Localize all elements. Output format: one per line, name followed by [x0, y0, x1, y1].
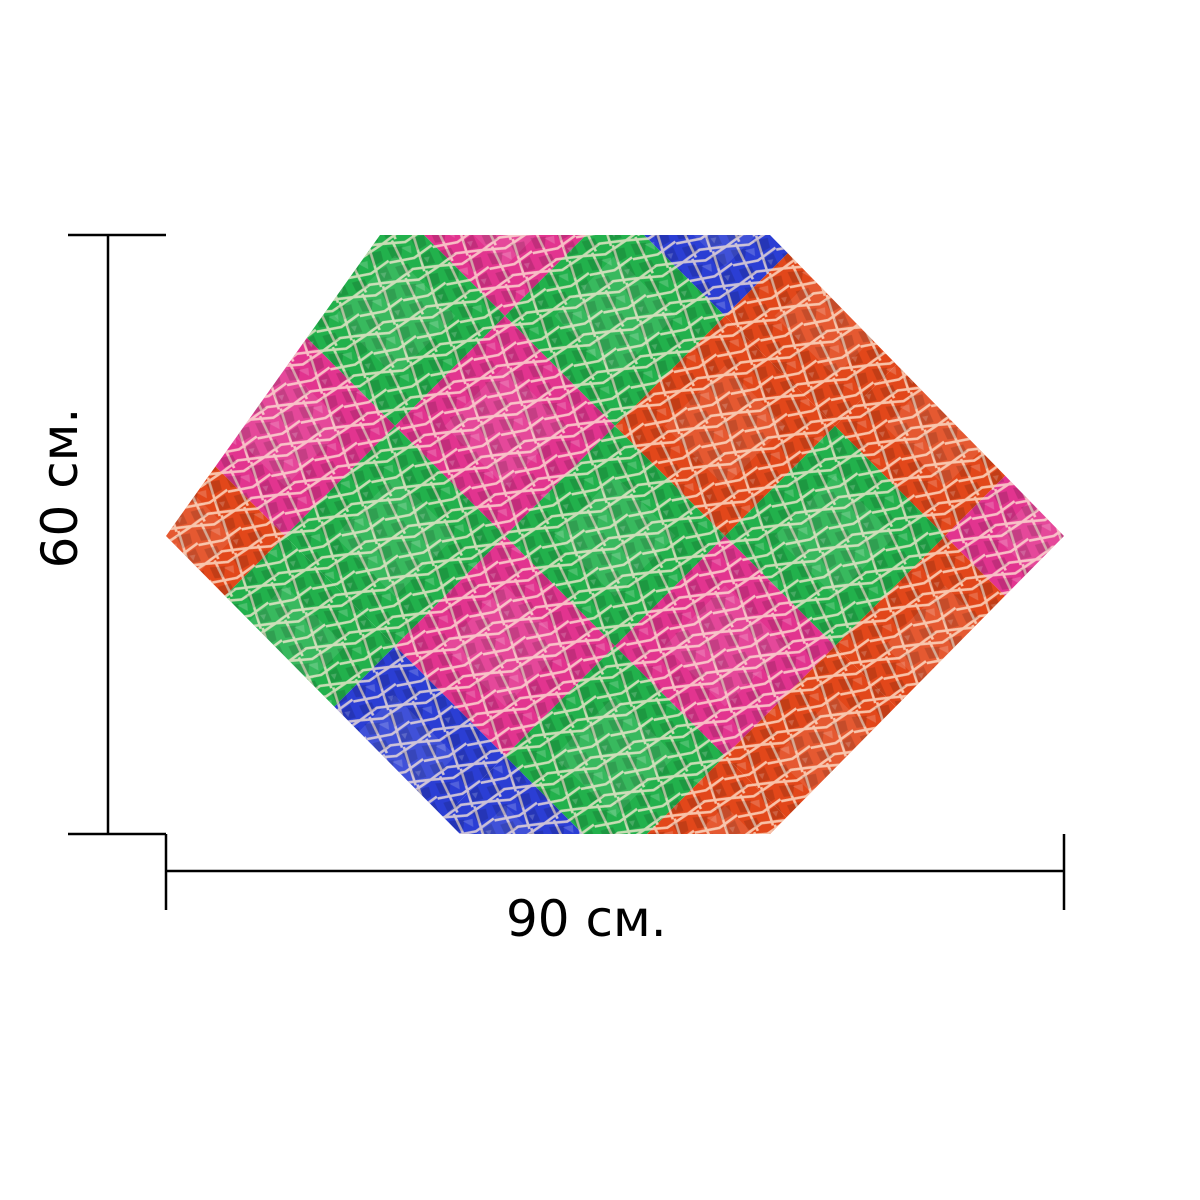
mosaic-tile-highlight: [884, 805, 1006, 834]
mosaic-tile-highlight: [224, 235, 346, 267]
mosaic-tile: [1165, 0, 1200, 206]
mosaic-tile: [945, 0, 1165, 206]
mosaic-tile: [1165, 206, 1200, 426]
mosaic-tile-highlight: [1105, 146, 1200, 267]
mosaic-tile-highlight: [115, 36, 236, 157]
mosaic-tile-highlight: [115, 916, 236, 1037]
mosaic-tile: [166, 235, 175, 316]
mosaic-tile-highlight: [775, 36, 896, 157]
height-label: 60 см.: [31, 407, 89, 569]
mosaic-tile-highlight: [994, 695, 1064, 817]
mosaic-tile-highlight: [884, 235, 1006, 267]
mosaic-tile-highlight: [995, 916, 1116, 1037]
width-dimension-line: [164, 834, 1066, 910]
mosaic-tile: [945, 646, 1064, 834]
mosaic-tile: [285, 866, 505, 1086]
mosaic-tile: [166, 536, 175, 756]
mosaic-tile-highlight: [1105, 366, 1200, 487]
mosaic-tile: [1165, 866, 1200, 1086]
mosaic-tile-highlight: [166, 695, 236, 817]
mosaic-tile-highlight: [335, 36, 456, 157]
mosaic-tile: [945, 866, 1165, 1086]
mosaic-tile: [505, 0, 725, 206]
mosaic-tile-highlight: [335, 916, 456, 1037]
mosaic-tile-highlight: [166, 255, 236, 377]
mosaic-tile: [725, 0, 945, 206]
mosaic-tile: [1055, 235, 1064, 316]
mosaic-tile: [1165, 426, 1200, 646]
mosaic-tile-highlight: [775, 916, 896, 1037]
mosaic-tile: [1055, 756, 1064, 834]
mosaic-tile: [166, 756, 175, 834]
mosaic-tile: [835, 756, 1055, 834]
mosaic-tile: [1055, 316, 1064, 536]
height-dimension-line: [68, 233, 166, 836]
mosaic-tile: [65, 866, 285, 1086]
mosaic-tile: [285, 0, 505, 206]
mosaic-tile: [1055, 536, 1064, 756]
mosaic-tile: [175, 756, 395, 834]
mosaic-tile: [65, 0, 285, 206]
width-label: 90 см.: [506, 890, 667, 948]
mosaic-tile-highlight: [555, 36, 676, 157]
mosaic-tile-highlight: [994, 255, 1064, 377]
mosaic-tile-highlight: [995, 36, 1116, 157]
mosaic-tile: [725, 866, 945, 1086]
mosaic-tile-highlight: [1105, 806, 1200, 927]
mosaic-tile: [1165, 646, 1200, 866]
mosaic-tile-highlight: [224, 805, 346, 834]
mosaic-tile: [166, 235, 285, 426]
mosaic-tile-highlight: [1105, 586, 1200, 707]
mosaic-tile: [945, 235, 1064, 426]
mosaic-tile: [835, 235, 1055, 316]
